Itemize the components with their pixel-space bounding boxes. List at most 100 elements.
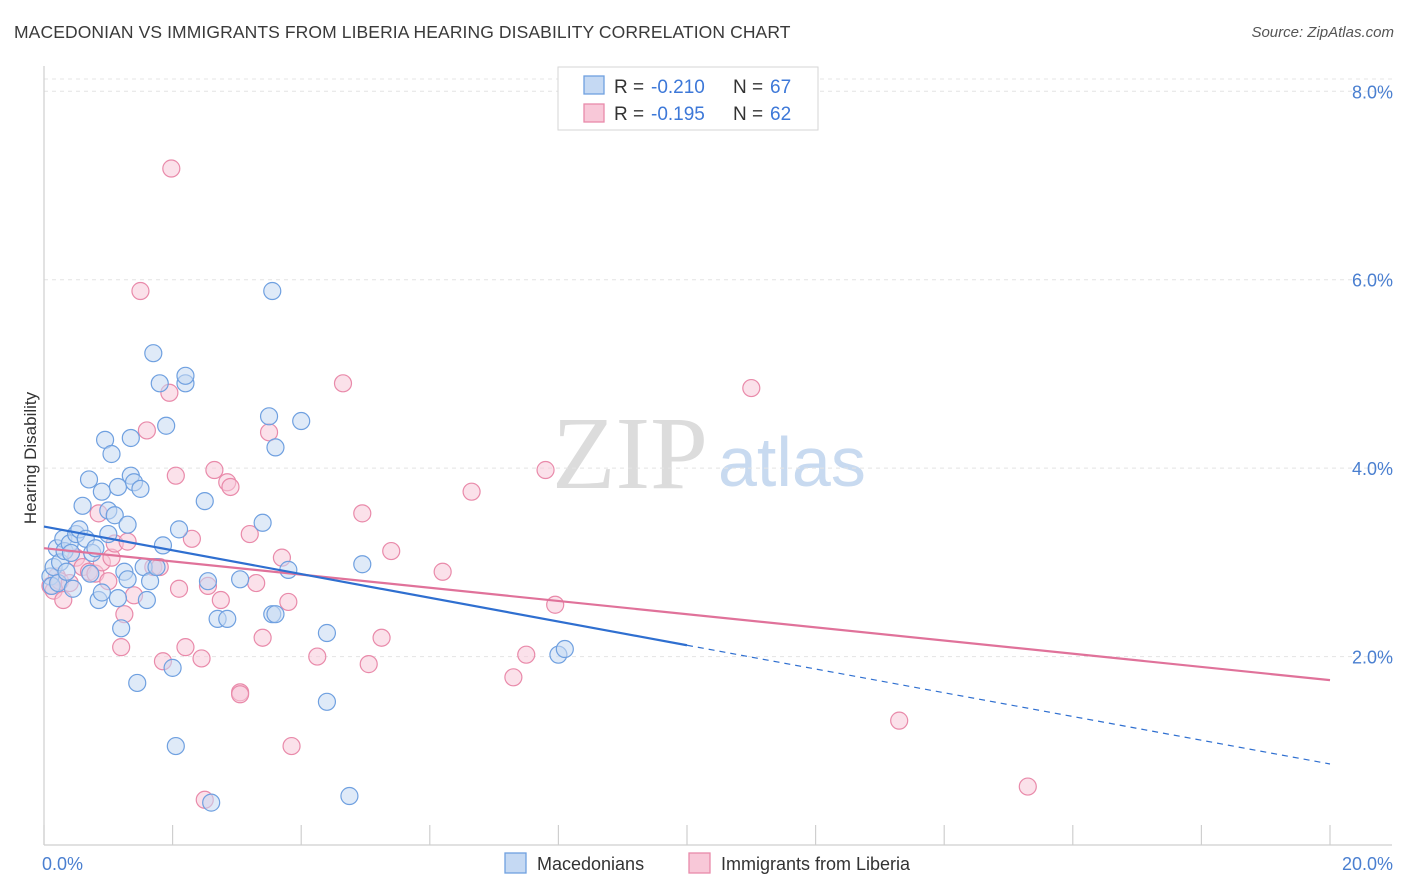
trend-line-macedonians-extension [686,644,1331,765]
point-liberia [1018,777,1037,796]
point-macedonians [253,513,272,532]
point-liberia [890,711,909,730]
point-macedonians [150,374,169,393]
point-macedonians [169,520,189,539]
point-liberia [353,504,372,523]
point-macedonians [73,496,92,515]
legend-swatch-macedonians [583,75,605,95]
point-macedonians [263,281,282,301]
point-macedonians [555,639,574,659]
source-label: Source: ZipAtlas.com [1251,24,1394,41]
y-tick-label: 8.0% [1352,82,1393,102]
point-macedonians [163,658,182,677]
bottom-legend-label-macedonians: Macedonians [537,854,644,874]
series-macedonians-points [41,281,574,812]
tick-labels: 2.0% 4.0% 6.0% 8.0% 0.0% 20.0% [42,82,1393,874]
watermark-zip: ZIP [552,396,708,511]
point-liberia [259,423,279,442]
point-macedonians [176,366,195,385]
point-macedonians [137,590,156,610]
point-macedonians [231,570,250,589]
point-macedonians [81,564,100,583]
bottom-legend-swatch-macedonians [504,852,527,874]
point-liberia [221,477,240,497]
bottom-legend-swatch-liberia [688,852,711,874]
legend-swatch-liberia [583,103,605,123]
point-macedonians [57,562,76,581]
point-macedonians [118,570,137,589]
point-macedonians [166,736,185,756]
point-macedonians [63,579,83,598]
point-liberia [382,541,401,561]
point-liberia [462,482,481,501]
point-macedonians [202,793,221,812]
trend-lines [43,525,1331,765]
point-liberia [517,645,536,664]
point-macedonians [198,572,218,591]
point-macedonians [292,411,311,431]
point-macedonians [112,619,131,638]
point-liberia [308,647,327,666]
point-liberia [112,638,131,657]
point-liberia [240,524,259,544]
legend-n-label-1: N = [733,77,763,98]
point-liberia [282,736,301,756]
point-liberia [176,638,195,657]
watermark-atlas: atlas [718,423,866,501]
correlation-legend: R = -0.210 N = 67 R = -0.195 N = 62 [557,66,819,131]
point-liberia [131,281,150,301]
point-macedonians [317,623,337,643]
point-liberia [742,378,761,398]
point-macedonians [157,416,176,435]
point-macedonians [118,515,137,534]
legend-n-value-2: 62 [770,104,791,125]
point-liberia [504,668,523,687]
point-liberia [231,685,250,704]
point-liberia [253,628,272,647]
point-macedonians [353,555,372,574]
y-tick-label: 6.0% [1352,271,1393,291]
point-macedonians [102,444,121,464]
legend-n-value-1: 67 [770,77,791,98]
x-tick-label-end: 20.0% [1342,854,1393,874]
point-macedonians [153,536,173,555]
point-liberia [162,159,181,178]
point-macedonians [218,609,237,628]
point-macedonians [79,470,99,489]
point-macedonians [147,557,166,577]
point-liberia [536,460,555,480]
trend-line-liberia [43,547,1331,682]
legend-r-value-1: -0.210 [651,77,705,98]
point-macedonians [259,407,279,426]
point-macedonians [144,344,163,363]
point-liberia [211,590,230,610]
point-liberia [137,421,156,440]
point-macedonians [266,438,285,457]
point-liberia [333,374,353,393]
point-macedonians [317,692,337,711]
point-liberia [169,579,189,598]
point-liberia [247,573,266,593]
point-macedonians [61,543,81,563]
bottom-legend-label-liberia: Immigrants from Liberia [721,854,911,874]
chart-title: MACEDONIAN VS IMMIGRANTS FROM LIBERIA HE… [14,22,791,42]
legend-r-label-2: R = [614,104,644,125]
legend-r-value-2: -0.195 [651,104,705,125]
point-liberia [546,595,565,614]
y-tick-label: 4.0% [1352,459,1393,479]
point-liberia [372,628,391,647]
point-macedonians [195,492,214,511]
point-liberia [279,592,298,612]
trend-line-macedonians [43,525,688,647]
point-macedonians [340,786,359,806]
y-tick-label: 2.0% [1352,648,1393,668]
point-macedonians [92,583,111,602]
bottom-legend: Macedonians Immigrants from Liberia [504,852,911,874]
point-macedonians [108,589,128,608]
point-liberia [205,460,224,480]
point-macedonians [266,605,285,624]
point-macedonians [121,428,140,448]
axes [43,66,1392,846]
point-liberia [182,529,201,548]
point-liberia [433,562,452,581]
